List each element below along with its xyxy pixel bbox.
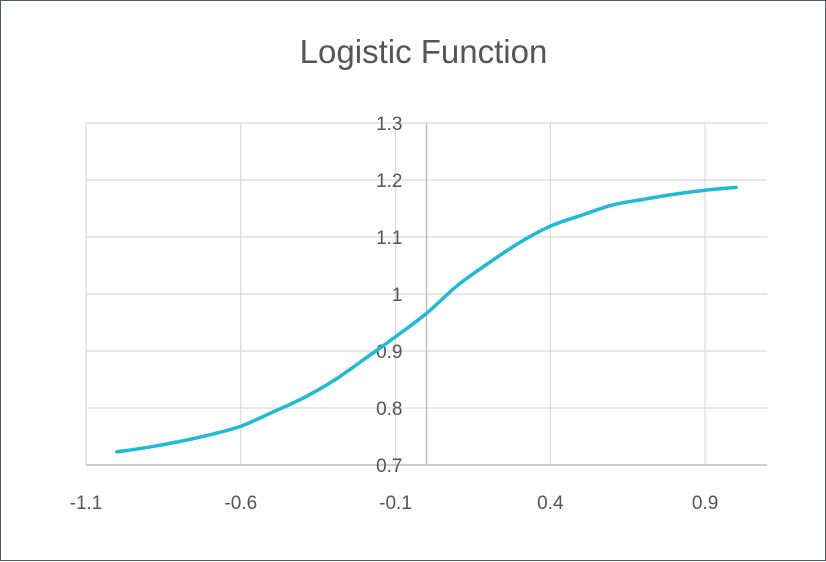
- y-tick-label: 1.1: [376, 228, 402, 249]
- x-tick-label: 0.9: [692, 493, 718, 514]
- x-tick-label: 0.4: [537, 493, 564, 514]
- data-point: [394, 335, 397, 338]
- x-tick-label: -0.6: [224, 493, 257, 514]
- data-point: [208, 433, 212, 436]
- data-point: [239, 425, 242, 428]
- y-tick-label: 1: [392, 285, 403, 306]
- data-point: [363, 357, 366, 361]
- data-point: [115, 450, 119, 454]
- data-point: [301, 397, 304, 400]
- chart-title: Logistic Function: [299, 33, 548, 70]
- data-point: [611, 203, 614, 207]
- data-point: [177, 440, 181, 443]
- y-tick-label: 0.7: [376, 456, 402, 477]
- data-point: [456, 284, 459, 287]
- data-point: [425, 312, 428, 315]
- y-tick-label: 1.2: [376, 171, 402, 192]
- data-point: [641, 198, 645, 201]
- data-point: [332, 379, 335, 382]
- data-point: [580, 214, 583, 217]
- data-point: [518, 241, 521, 244]
- data-point: [270, 411, 273, 414]
- y-tick-label: 1.3: [376, 114, 402, 135]
- x-tick-label: -1.1: [70, 493, 103, 514]
- y-tick-label: 0.8: [376, 399, 402, 420]
- data-point: [146, 446, 150, 449]
- data-point: [672, 193, 676, 196]
- data-point: [734, 186, 738, 189]
- data-point: [703, 189, 707, 192]
- data-point: [549, 224, 552, 228]
- data-point: [487, 262, 490, 265]
- y-tick-label: 0.9: [376, 342, 402, 363]
- x-tick-label: -0.1: [379, 493, 412, 514]
